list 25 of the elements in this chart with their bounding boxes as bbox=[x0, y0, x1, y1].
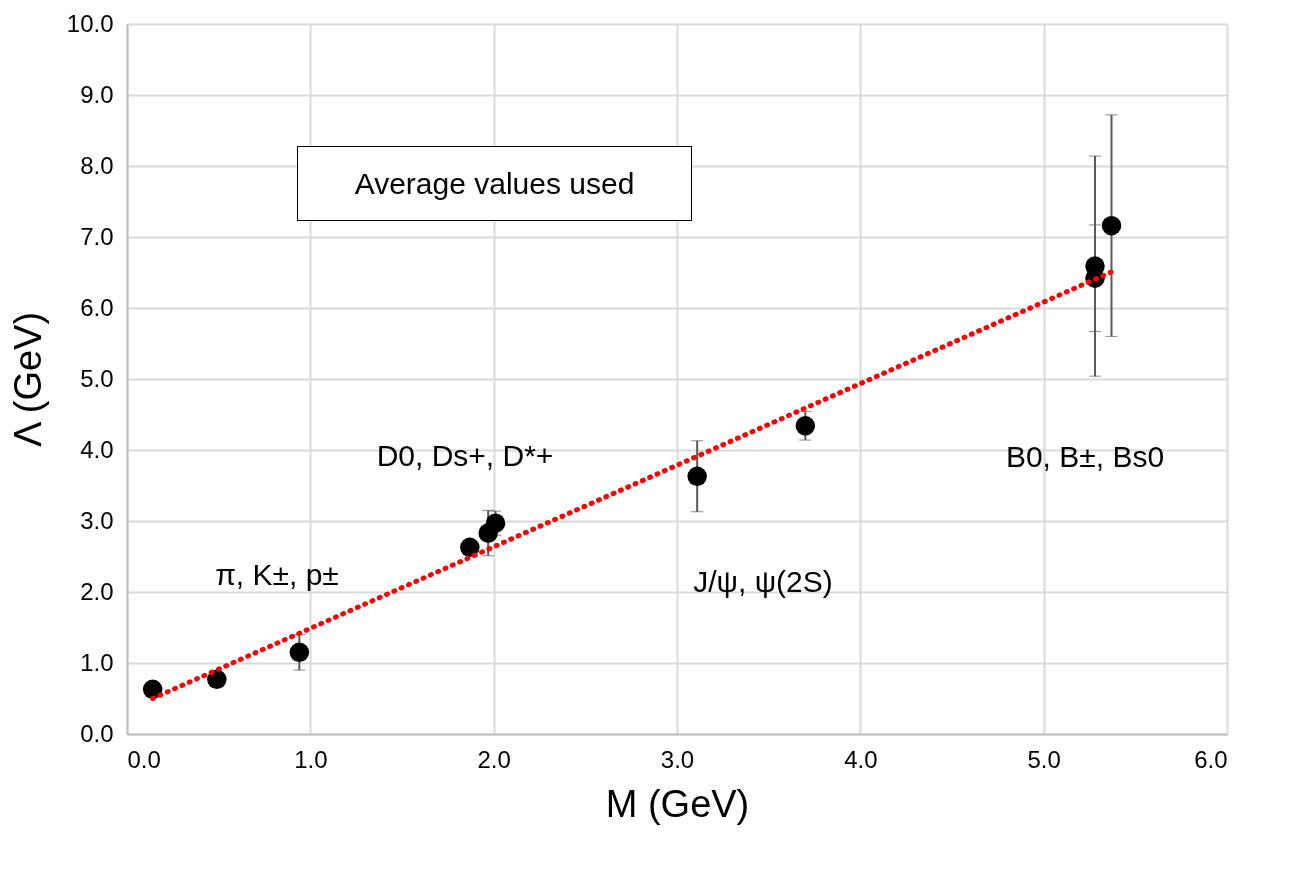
x-tick-label: 1.0 bbox=[294, 745, 328, 773]
y-axis-title: Λ (GeV) bbox=[6, 311, 49, 448]
y-tick-label: 4.0 bbox=[80, 435, 114, 463]
y-tick-label: 0.0 bbox=[80, 719, 114, 747]
x-tick-label: 0.0 bbox=[127, 745, 161, 773]
y-tick-label: 2.0 bbox=[80, 577, 114, 605]
y-tick-label: 7.0 bbox=[80, 222, 114, 250]
annotation: J/ψ, ψ(2S) bbox=[693, 565, 833, 598]
x-tick-label: 2.0 bbox=[477, 745, 511, 773]
x-tick-label: 4.0 bbox=[844, 745, 878, 773]
y-tick-label: 9.0 bbox=[80, 80, 114, 108]
x-tick-label: 6.0 bbox=[1194, 745, 1228, 773]
text-box: Average values used bbox=[297, 146, 692, 221]
y-tick-label: 1.0 bbox=[80, 648, 114, 676]
x-tick-label: 3.0 bbox=[660, 745, 695, 773]
y-tick-label: 5.0 bbox=[80, 364, 114, 392]
y-tick-label: 8.0 bbox=[80, 151, 114, 179]
y-tick-label: 3.0 bbox=[80, 506, 114, 534]
y-tick-label: 10.0 bbox=[66, 9, 114, 37]
x-axis-title: M (GeV) bbox=[605, 782, 750, 825]
annotation: π, K±, p± bbox=[215, 558, 339, 591]
annotation: D0, Ds+, D*+ bbox=[376, 439, 554, 472]
y-tick-label: 6.0 bbox=[80, 293, 114, 321]
annotation: B0, B±, Bs0 bbox=[1005, 440, 1165, 473]
x-tick-label: 5.0 bbox=[1027, 745, 1061, 773]
